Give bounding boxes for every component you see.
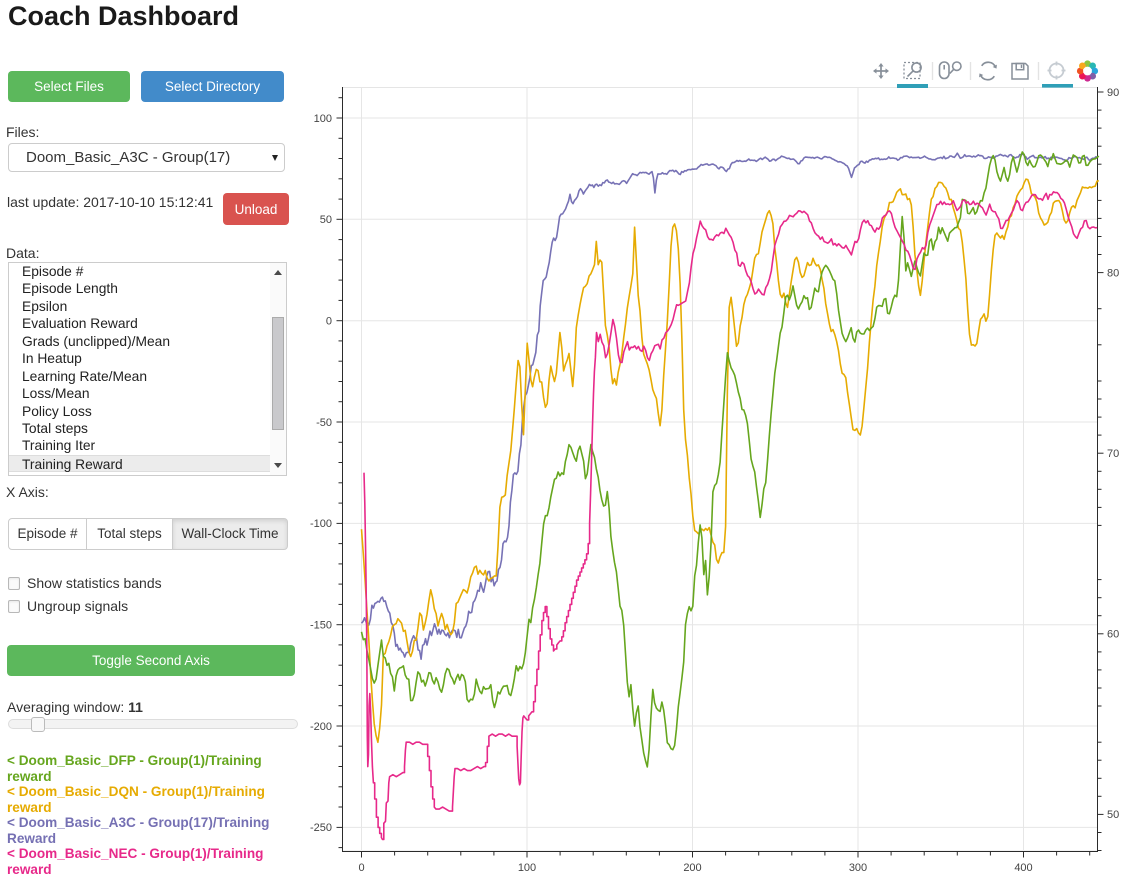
svg-text:200: 200 — [683, 862, 701, 874]
svg-text:400: 400 — [1014, 862, 1032, 874]
svg-text:80: 80 — [1107, 267, 1119, 279]
svg-text:-200: -200 — [310, 721, 332, 733]
svg-text:-250: -250 — [310, 822, 332, 834]
svg-text:100: 100 — [314, 113, 332, 125]
svg-text:-150: -150 — [310, 620, 332, 632]
svg-text:-50: -50 — [316, 417, 332, 429]
svg-text:300: 300 — [849, 862, 867, 874]
svg-text:-100: -100 — [310, 518, 332, 530]
svg-text:70: 70 — [1107, 448, 1119, 460]
svg-text:0: 0 — [326, 316, 332, 328]
svg-text:0: 0 — [358, 862, 364, 874]
svg-text:50: 50 — [1107, 809, 1119, 821]
svg-text:60: 60 — [1107, 629, 1119, 641]
svg-text:90: 90 — [1107, 87, 1119, 99]
svg-text:50: 50 — [320, 214, 332, 226]
svg-text:100: 100 — [518, 862, 536, 874]
